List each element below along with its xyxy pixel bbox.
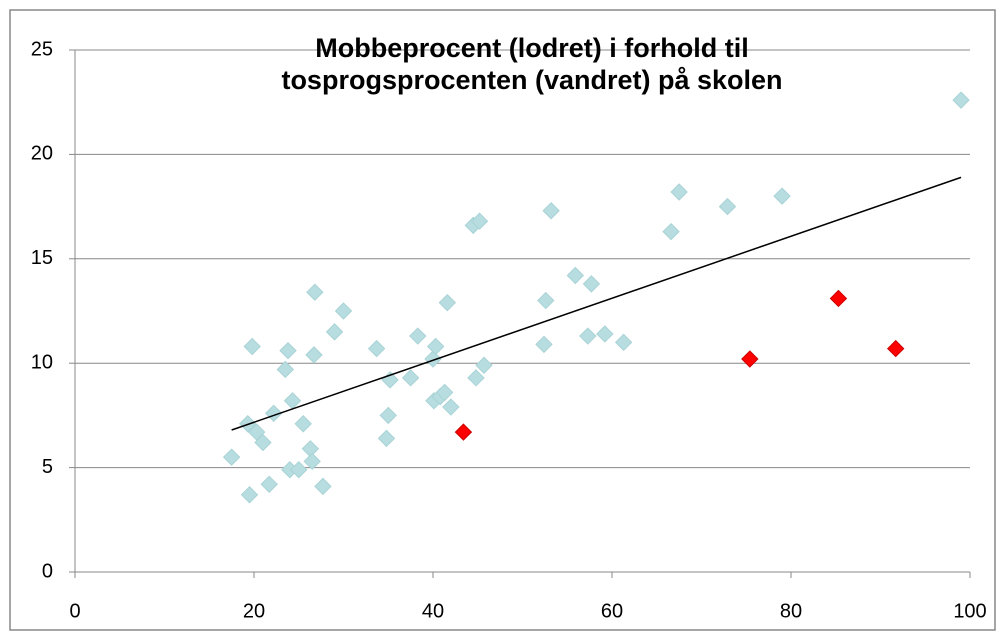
point	[829, 289, 848, 308]
y-tick-label: 20	[31, 143, 53, 165]
point	[279, 341, 297, 360]
point	[566, 266, 585, 285]
point	[438, 293, 457, 312]
point	[367, 339, 386, 358]
point	[409, 327, 427, 345]
point	[260, 475, 278, 494]
point	[379, 406, 397, 425]
point	[240, 486, 259, 504]
chart-title: tosprogsprocenten (vandret) på skolen	[281, 65, 782, 95]
point	[887, 339, 905, 358]
point	[314, 477, 332, 496]
chart-title: Mobbeprocent (lodret) i forhold til	[315, 33, 748, 63]
point	[435, 383, 454, 402]
point	[442, 398, 460, 416]
trendline	[231, 176, 962, 431]
x-tick-label: 80	[780, 600, 802, 622]
point	[401, 369, 420, 387]
x-tick-label: 60	[601, 600, 623, 622]
point	[426, 337, 445, 356]
point	[454, 423, 473, 441]
point	[467, 369, 485, 387]
point	[614, 333, 633, 352]
point	[741, 350, 759, 368]
point	[579, 327, 597, 345]
point	[377, 429, 396, 448]
point	[303, 452, 321, 471]
x-tick-label: 40	[422, 600, 444, 622]
x-tick-label: 0	[69, 600, 80, 622]
point	[334, 302, 353, 320]
point	[424, 350, 442, 368]
point	[243, 337, 261, 356]
y-tick-label: 25	[31, 38, 53, 60]
point	[325, 323, 344, 341]
point	[276, 360, 295, 379]
y-tick-label: 15	[31, 247, 53, 269]
point	[306, 283, 324, 301]
point	[290, 460, 308, 479]
point	[535, 335, 553, 354]
point	[582, 275, 601, 293]
point	[475, 356, 493, 374]
y-tick-label: 10	[31, 351, 53, 373]
point	[773, 187, 791, 205]
point	[662, 222, 680, 241]
point	[305, 346, 323, 364]
point	[470, 212, 489, 230]
y-tick-label: 0	[42, 560, 53, 582]
y-tick-label: 5	[42, 456, 53, 478]
point	[254, 433, 272, 452]
point	[952, 91, 970, 109]
x-tick-label: 100	[953, 600, 986, 622]
point	[294, 415, 312, 433]
x-tick-label: 20	[243, 600, 265, 622]
point	[222, 448, 241, 466]
point	[542, 202, 560, 220]
chart-border	[9, 9, 996, 631]
point	[718, 197, 737, 216]
point	[596, 325, 614, 343]
point	[670, 183, 688, 201]
point	[537, 291, 555, 310]
